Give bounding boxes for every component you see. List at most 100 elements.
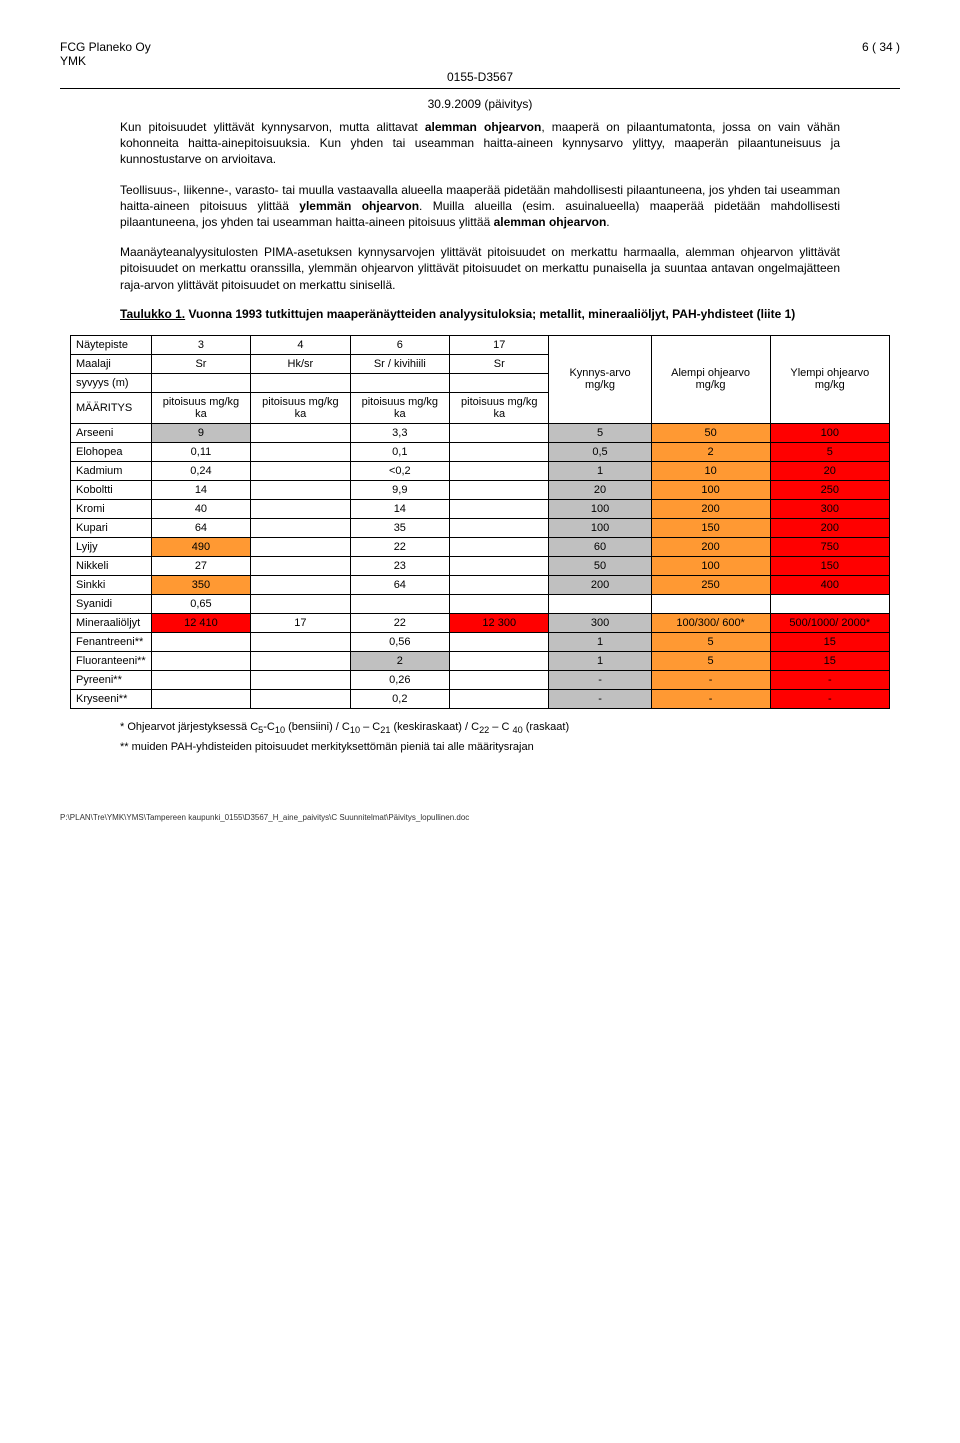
threshold-cell: 250 [770,480,889,499]
threshold-cell: 200 [770,518,889,537]
h-col-3: 3 [151,335,250,354]
h-unit-4: pitoisuus mg/kg ka [450,392,549,423]
p1-bold: alemman ohjearvon [425,120,542,134]
row-value [450,575,549,594]
threshold-cell: 100/300/ 600* [651,613,770,632]
threshold-cell: 300 [770,499,889,518]
row-value [450,556,549,575]
row-value [251,442,350,461]
row-value: 9 [151,423,250,442]
table-row: Koboltti149,920100250 [71,480,890,499]
row-value [450,689,549,708]
page-header: FCG Planeko Oy YMK 6 ( 34 ) [60,40,900,68]
threshold-cell: 200 [651,499,770,518]
h-maaritys: MÄÄRITYS [71,392,152,423]
threshold-cell: 20 [770,461,889,480]
table-row: Nikkeli272350100150 [71,556,890,575]
row-value [251,518,350,537]
threshold-cell: 5 [651,632,770,651]
threshold-cell: 50 [549,556,651,575]
row-value: 2 [350,651,449,670]
row-value: 14 [350,499,449,518]
h-maalaji-1: Sr [151,354,250,373]
table-row: Mineraaliöljyt12 410172212 300300100/300… [71,613,890,632]
table-row: Lyijy4902260200750 [71,537,890,556]
threshold-cell: 1 [549,461,651,480]
threshold-cell: 5 [549,423,651,442]
threshold-cell [770,594,889,613]
row-value [251,689,350,708]
h-ylempi: Ylempi ohjearvo mg/kg [770,335,889,423]
threshold-cell: 100 [651,480,770,499]
row-value [251,499,350,518]
row-value [251,575,350,594]
threshold-cell: - [549,689,651,708]
row-value [450,651,549,670]
h-syvyys: syvyys (m) [71,373,152,392]
row-name: Kromi [71,499,152,518]
h-syvyys-4 [450,373,549,392]
h-maalaji-3: Sr / kivihiili [350,354,449,373]
threshold-cell [651,594,770,613]
threshold-cell: - [770,670,889,689]
ymk-label: YMK [60,54,151,68]
row-value: 350 [151,575,250,594]
p2-text-e: . [606,215,609,229]
table-title-rest: Vuonna 1993 tutkittujen maaperänäytteide… [185,307,795,321]
row-value [251,651,350,670]
row-name: Koboltti [71,480,152,499]
row-value [151,689,250,708]
threshold-cell: - [549,670,651,689]
row-value: 23 [350,556,449,575]
row-value: 12 300 [450,613,549,632]
row-value: 0,24 [151,461,250,480]
paragraph-3: Maanäyteanalyysitulosten PIMA-asetuksen … [60,244,900,293]
threshold-cell: 50 [651,423,770,442]
h-kynnys: Kynnys-arvo mg/kg [549,335,651,423]
row-value [450,670,549,689]
row-value: 0,11 [151,442,250,461]
row-value: 0,1 [350,442,449,461]
threshold-cell: 400 [770,575,889,594]
row-value: 0,26 [350,670,449,689]
table-row: Sinkki35064200250400 [71,575,890,594]
row-value [251,556,350,575]
paragraph-1: Kun pitoisuudet ylittävät kynnysarvon, m… [60,119,900,168]
document-number: 0155-D3567 [60,70,900,84]
row-value [251,537,350,556]
company-name: FCG Planeko Oy [60,40,151,54]
page-number: 6 ( 34 ) [862,40,900,68]
row-value [450,480,549,499]
h-unit-1: pitoisuus mg/kg ka [151,392,250,423]
threshold-cell [549,594,651,613]
table-row: Kryseeni**0,2--- [71,689,890,708]
threshold-cell: - [651,670,770,689]
row-value [450,499,549,518]
row-value: 64 [151,518,250,537]
row-value [450,632,549,651]
row-name: Kryseeni** [71,689,152,708]
threshold-cell: 750 [770,537,889,556]
footnote-1: * Ohjearvot järjestyksessä C5-C10 (bensi… [60,721,900,735]
row-name: Fluoranteeni** [71,651,152,670]
table-row: Kromi40 14 100200300 [71,499,890,518]
row-name: Nikkeli [71,556,152,575]
threshold-cell: 0,5 [549,442,651,461]
threshold-cell: 150 [770,556,889,575]
data-table: Näytepiste 3 4 6 17 Kynnys-arvo mg/kg Al… [70,335,890,709]
row-value: 0,56 [350,632,449,651]
threshold-cell: 100 [549,499,651,518]
table-label: Taulukko 1. [120,307,185,321]
row-name: Elohopea [71,442,152,461]
row-value: 35 [350,518,449,537]
threshold-cell: 5 [651,651,770,670]
row-value: 9,9 [350,480,449,499]
threshold-cell: 100 [549,518,651,537]
row-value [251,594,350,613]
footnote-2: ** muiden PAH-yhdisteiden pitoisuudet me… [60,741,900,753]
table-row: Arseeni93,3550100 [71,423,890,442]
row-value [450,518,549,537]
row-value: 40 [151,499,250,518]
row-value [450,423,549,442]
row-value [151,670,250,689]
